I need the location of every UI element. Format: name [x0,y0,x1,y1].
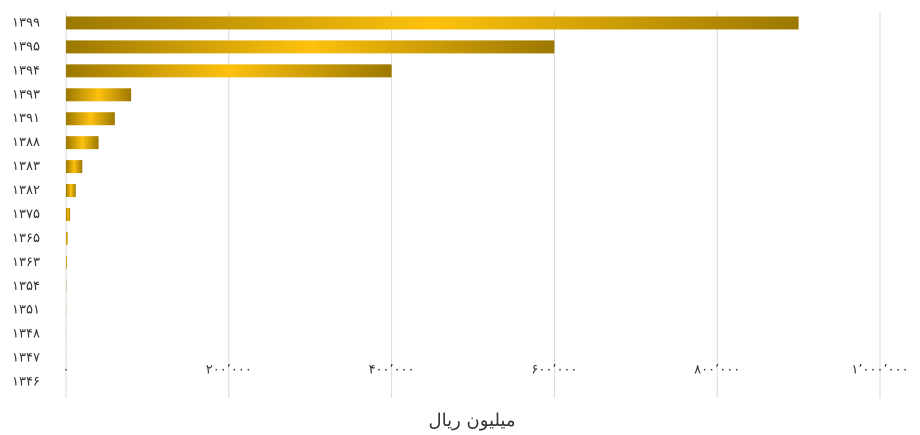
y-tick-label: ۱۳۵۴ [12,279,40,294]
x-axis-label: میلیون ریال [429,410,516,431]
x-tick-label: ۲۰۰٬۰۰۰ [206,363,252,378]
y-tick-label: ۱۳۹۹ [12,15,40,30]
x-tick-label: ۴۰۰٬۰۰۰ [369,363,415,378]
y-tick-label: ۱۳۴۷ [12,351,40,366]
bar [66,255,67,269]
y-tick-label: ۱۳۷۵ [12,207,40,222]
bar [66,112,115,126]
y-tick-label: ۱۳۹۴ [12,63,40,78]
bar [66,160,83,174]
bar [66,40,555,54]
y-tick-label: ۱۳۵۱ [12,303,40,318]
bar [66,231,68,245]
bar [66,16,799,30]
y-tick-label: ۱۳۶۵ [12,231,40,246]
y-tick-label: ۱۳۸۳ [12,159,40,174]
bar [66,64,392,78]
y-tick-label: ۱۳۴۸ [12,327,40,342]
y-tick-label: ۱۳۹۱ [12,111,40,126]
y-tick-label: ۱۳۶۳ [12,255,40,270]
y-tick-label: ۱۳۴۶ [12,375,40,390]
x-tick-label: ۶۰۰٬۰۰۰ [531,363,577,378]
x-tick-label: ۱٬۰۰۰٬۰۰۰ [851,363,908,378]
y-tick-label: ۱۳۸۲ [12,183,40,198]
bar [66,136,99,150]
x-tick-label: ۸۰۰٬۰۰۰ [694,363,740,378]
y-tick-label: ۱۳۸۸ [12,135,40,150]
y-tick-label: ۱۳۹۵ [12,39,40,54]
x-tick-label: ۰ [63,363,70,378]
y-tick-label: ۱۳۹۳ [12,87,40,102]
bar [66,184,76,198]
bar [66,207,71,221]
bar [66,88,132,102]
